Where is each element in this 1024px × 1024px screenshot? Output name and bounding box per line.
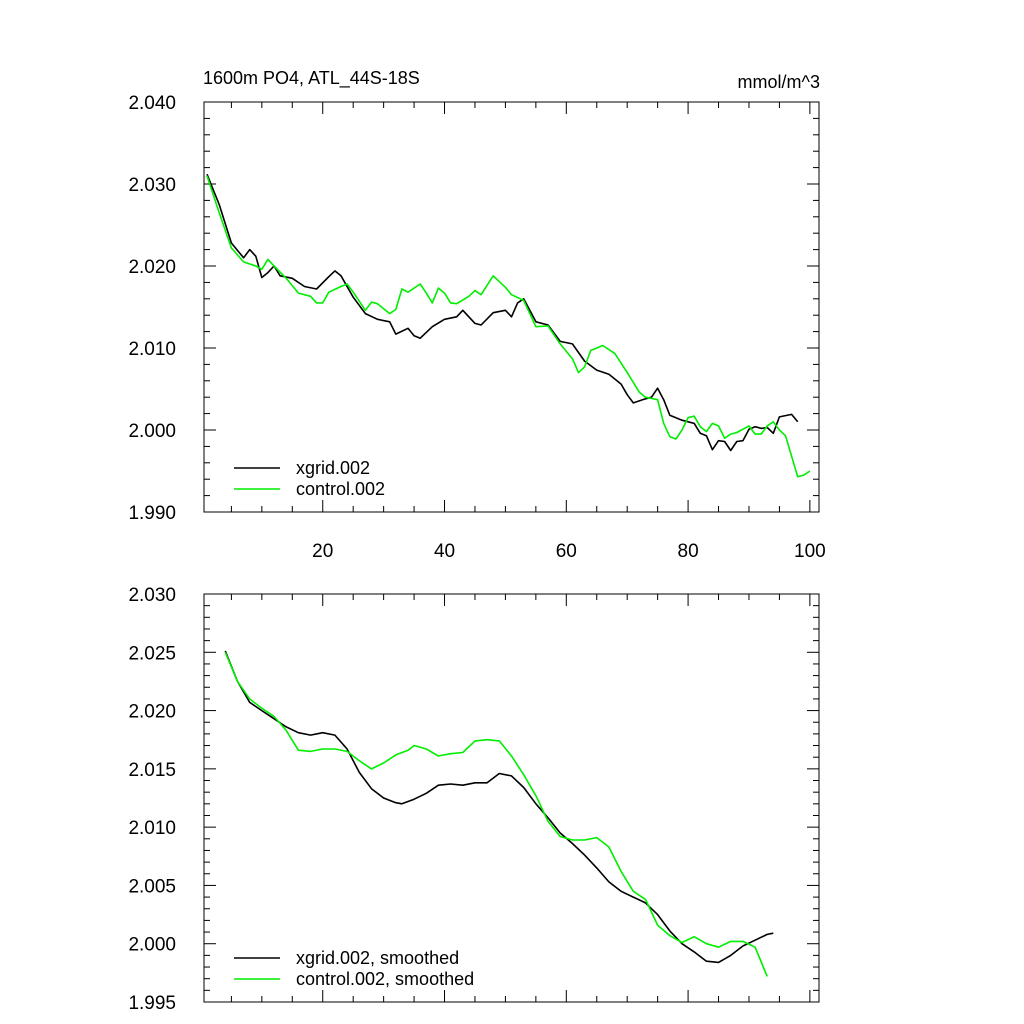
legend-label: xgrid.002 — [296, 458, 370, 478]
units-label: mmol/m^3 — [738, 72, 820, 92]
series-line-xgrid — [224, 650, 774, 964]
legend-label: xgrid.002, smoothed — [296, 948, 459, 968]
y-tick-label: 1.995 — [128, 993, 176, 1014]
x-tick-label: 100 — [794, 541, 826, 562]
x-tick-label: 60 — [556, 541, 577, 562]
series-line-control — [206, 175, 811, 478]
chart-top: 1600m PO4, ATL_44S-18S mmol/m^3 2.040 2.0… — [128, 68, 825, 562]
chart-bottom: 2.030 2.025 2.020 2.015 2.010 2.005 2.000 1.995… — [128, 585, 820, 1014]
y-tick-label: 2.005 — [128, 876, 176, 897]
plot-frame — [203, 593, 820, 1003]
y-tick-label: 2.020 — [128, 257, 176, 278]
y-tick-label: 2.010 — [128, 818, 176, 839]
y-tick-label: 2.000 — [128, 421, 176, 442]
x-tick-label: 80 — [678, 541, 699, 562]
x-tick-label: 20 — [312, 541, 333, 562]
y-tick-label: 1.990 — [128, 503, 176, 524]
x-tick-label: 40 — [434, 541, 455, 562]
y-tick-label: 2.030 — [128, 175, 176, 196]
legend-label: control.002, smoothed — [296, 969, 474, 989]
y-tick-label: 2.000 — [128, 935, 176, 956]
y-tick-label: 2.020 — [128, 702, 176, 723]
y-tick-label: 2.025 — [128, 643, 176, 664]
legend-label: control.002 — [296, 479, 385, 499]
chart-title: 1600m PO4, ATL_44S-18S — [203, 68, 420, 89]
y-tick-label: 2.040 — [128, 93, 176, 114]
y-tick-label: 2.010 — [128, 339, 176, 360]
plot-frame — [203, 101, 820, 513]
series-line-xgrid — [206, 173, 799, 452]
y-tick-label: 2.015 — [128, 760, 176, 781]
y-tick-label: 2.030 — [128, 585, 176, 606]
series-line-control — [224, 651, 768, 977]
